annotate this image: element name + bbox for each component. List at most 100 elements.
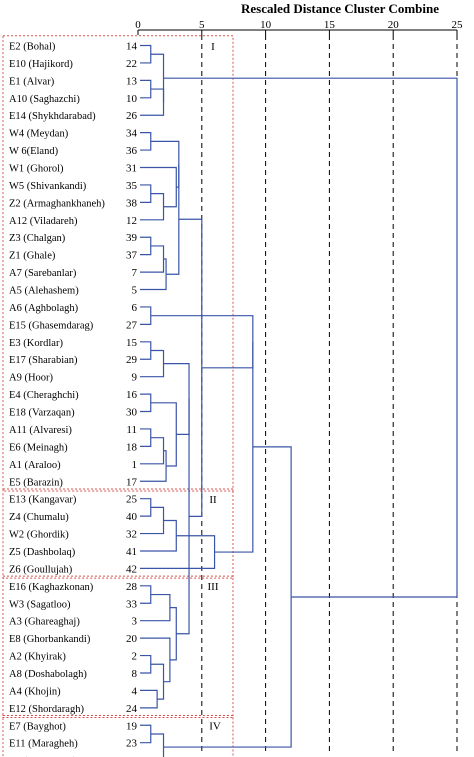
dendrogram-link (140, 341, 152, 360)
leaf-number: 19 (126, 720, 138, 732)
x-tick-label: 15 (324, 19, 336, 31)
dendrogram-link (140, 88, 165, 116)
dendrogram-link (140, 506, 165, 535)
leaf-number: 2 (132, 651, 138, 663)
dendrogram-link (140, 593, 171, 622)
cluster-box (2, 35, 234, 492)
dendrogram-link (169, 607, 177, 661)
leaf-number: 23 (126, 738, 138, 750)
dendrogram-link (140, 637, 171, 683)
dendrogram-link (140, 498, 152, 517)
leaf-number: 20 (126, 633, 138, 645)
cluster-label: I (211, 41, 215, 53)
leaf-number: 26 (126, 110, 138, 122)
leaf-label: W2 (Ghordik) (9, 530, 69, 541)
dendrogram-link (140, 193, 165, 221)
leaf-label: E10 (Hajikord) (9, 59, 73, 70)
leaf-number: 24 (126, 703, 138, 715)
dendrogram-link (150, 733, 165, 757)
dendrogram-link (140, 654, 152, 674)
leaf-number: 35 (126, 180, 138, 192)
x-tick-label: 10 (260, 19, 272, 31)
leaf-number: 37 (126, 250, 138, 262)
leaf-label: Z4 (Chumalu) (9, 512, 69, 523)
leaf-label: W 6(Eland) (9, 146, 59, 157)
cluster-label: IV (209, 721, 221, 733)
leaf-label: A6 (Aghbolagh) (9, 303, 79, 314)
leaf-label: A5 (Alehashem) (9, 286, 79, 297)
reference-lines (201, 35, 458, 755)
dendrogram-link (140, 519, 177, 552)
dendrogram-link (140, 349, 165, 378)
leaf-label: E8 (Ghorbankandi) (9, 634, 91, 645)
leaf-label: E14 (Shykhdarabad) (9, 111, 96, 122)
leaf-label: E2 (Bohal) (9, 42, 56, 53)
leaf-number: 21 (126, 755, 137, 757)
cluster-box (2, 488, 234, 579)
dendrogram-link (140, 44, 152, 64)
dendrogram-link (163, 446, 292, 748)
dendrogram-link (140, 245, 165, 273)
leaf-number: 27 (126, 319, 138, 331)
dendrogram-link (140, 79, 152, 99)
leaf-label: Z6 (Goullujah) (9, 564, 73, 575)
leaf-number: 8 (132, 668, 138, 680)
x-tick-label: 20 (388, 19, 400, 31)
leaf-label: E15 (Ghasemdarag) (9, 320, 94, 331)
leaf-label: E13 (Kangavar) (9, 495, 77, 506)
leaf-label: A10 (Saghazchi) (9, 94, 80, 105)
leaf-label: E7 (Bayghot) (9, 721, 66, 732)
leaf-label: E6 (Meinagh) (9, 442, 68, 453)
leaf-number: 22 (126, 58, 137, 70)
chart-title: Rescaled Distance Cluster Combine (241, 1, 439, 16)
leaf-number: 31 (126, 163, 137, 175)
leaf-label: Z3 (Chalgan) (9, 233, 66, 244)
leaf-number: 15 (126, 337, 138, 349)
leaf-number: 33 (126, 598, 138, 610)
dendrogram-link (150, 53, 165, 103)
leaf-label: A12 (Viladareh) (9, 216, 78, 227)
leaf-label: Z1 (Ghale) (9, 251, 56, 262)
leaf-number: 38 (126, 197, 138, 209)
leaf-label: W1 (Ghorol) (9, 164, 64, 175)
cluster-box (2, 715, 234, 757)
leaf-label: E17 (Sharabian) (9, 355, 78, 366)
dendrogram-link (140, 450, 167, 482)
leaf-number: 14 (126, 41, 138, 53)
leaf-number: 5 (132, 285, 138, 297)
leaf-label: A4 (Khojin) (9, 686, 61, 697)
dendrogram-link (163, 77, 458, 598)
leaf-number: 16 (126, 389, 138, 401)
leaf-number: 41 (126, 546, 137, 558)
x-tick-label: 0 (135, 19, 141, 31)
leaf-label: Z5 (Dashbolaq) (9, 547, 76, 558)
leaf-label: A11 (Alvaresi) (9, 425, 72, 436)
leaf-number: 39 (126, 232, 138, 244)
leaf-number: 7 (132, 267, 138, 279)
dendrogram-link (140, 236, 152, 256)
dendrogram-link (140, 437, 165, 465)
leaf-label: A8 (Doshabolagh) (9, 669, 87, 680)
dendrogram-link (166, 164, 180, 275)
leaf-number: 42 (126, 563, 137, 575)
leaf-number: 12 (126, 215, 137, 227)
leaf-number: 25 (126, 494, 138, 506)
x-axis-ticks: 0 5 10 15 20 25 (135, 19, 463, 35)
leaf-label: A9 (Hoor) (9, 373, 54, 384)
cluster-box (2, 575, 234, 719)
leaf-label: E3 (Kordlar) (9, 338, 63, 349)
leaf-number: 9 (132, 372, 138, 384)
leaf-number: 6 (132, 302, 138, 314)
x-tick-label: 25 (452, 19, 464, 31)
dendrogram-link (140, 535, 216, 569)
leaf-label: W5 (Shivankandi) (9, 181, 87, 192)
leaf-label: W4 (Meydan) (9, 129, 69, 140)
leaf-number: 29 (126, 354, 138, 366)
leaf-label: A7 (Sarebanlar) (9, 268, 77, 279)
dendrogram-link (140, 184, 152, 203)
leaf-label: E16 (Kaghazkonan) (9, 582, 94, 593)
leaf-label: A3 (Ghareaghaj) (9, 617, 80, 628)
